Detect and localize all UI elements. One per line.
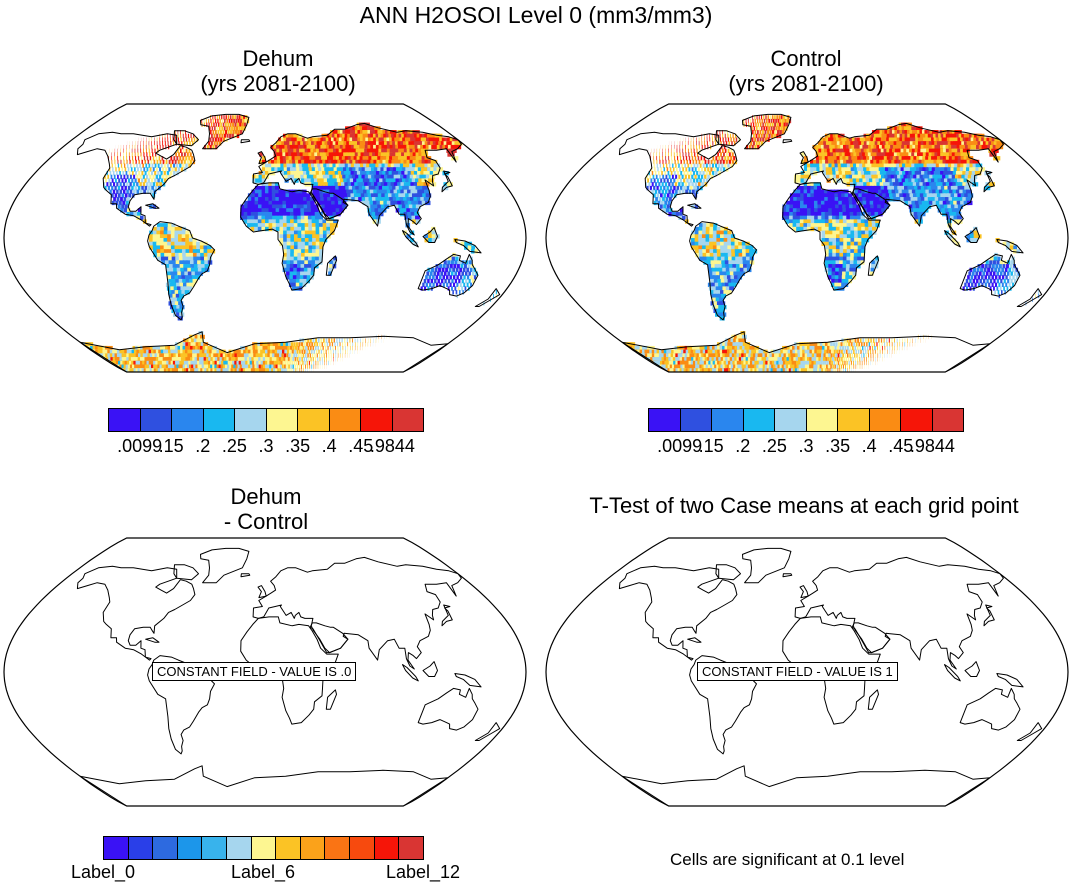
- colorbar-swatch: [177, 837, 203, 859]
- colorbar-label: .0099: [117, 436, 163, 456]
- colorbar-swatch: [266, 409, 298, 431]
- control-map: [545, 103, 1069, 373]
- colorbar-label: .45: [348, 436, 374, 456]
- control-title-line1: Control: [770, 46, 842, 71]
- colorbar-swatch: [300, 837, 326, 859]
- difference-title-line2: - Control: [223, 509, 309, 534]
- ttest-panel-title: T-Test of two Case means at each grid po…: [589, 493, 1019, 518]
- colorbar-label: .15: [158, 436, 184, 456]
- colorbar-swatch: [202, 837, 228, 859]
- difference-title-line1: Dehum: [230, 484, 302, 509]
- colorbar-swatch: [128, 837, 154, 859]
- colorbar-swatch: [203, 409, 235, 431]
- colorbar-label: .45: [888, 436, 914, 456]
- colorbar-label: .9844: [909, 436, 955, 456]
- colorbar-swatch: [172, 409, 204, 431]
- colorbar-swatch: [251, 837, 277, 859]
- colorbar-swatch: [932, 409, 963, 431]
- colorbar-label: .35: [285, 436, 311, 456]
- colorbar-swatch: [153, 837, 178, 859]
- colorbar-label: .9844: [369, 436, 415, 456]
- colorbar-label: .0099: [657, 436, 703, 456]
- difference-colorbar-labels: Label_0 Label_6 Label_12: [0, 862, 460, 882]
- colorbar-label: .25: [761, 436, 787, 456]
- colorbar-swatch: [329, 409, 361, 431]
- colorbar-swatch: [374, 837, 400, 859]
- colorbar-swatch: [235, 409, 267, 431]
- colorbar-label: .25: [221, 436, 247, 456]
- colorbar-swatch: [109, 409, 141, 431]
- colorbar-swatch: [350, 837, 375, 859]
- colorbar-swatch: [838, 409, 870, 431]
- difference-constant-field-label: CONSTANT FIELD - VALUE IS .0: [152, 662, 357, 681]
- difference-panel-title: Dehum - Control: [86, 484, 446, 534]
- colorbar-label: .2: [735, 436, 751, 456]
- colorbar-swatch: [399, 837, 423, 859]
- control-colorbar-labels: .0099.15.2.25.3.35.4.45.9844: [0, 436, 955, 456]
- control-panel-title: Control (yrs 2081-2100): [626, 46, 986, 96]
- colorbar-label: Label_0: [70, 862, 136, 882]
- colorbar-swatch: [743, 409, 775, 431]
- colorbar-swatch: [649, 409, 681, 431]
- figure-title: ANN H2OSOI Level 0 (mm3/mm3): [359, 2, 713, 28]
- colorbar-label: .15: [698, 436, 724, 456]
- colorbar-label: .2: [195, 436, 211, 456]
- colorbar-label: Label_6: [230, 862, 296, 882]
- colorbar-swatch: [325, 837, 351, 859]
- colorbar-swatch: [806, 409, 838, 431]
- dehum-map: [3, 103, 527, 373]
- colorbar-swatch: [775, 409, 807, 431]
- colorbar-swatch: [276, 837, 301, 859]
- colorbar-label: .4: [321, 436, 337, 456]
- colorbar-swatch: [361, 409, 393, 431]
- colorbar-swatch: [140, 409, 172, 431]
- dehum-colorbar-labels: .0099.15 .2 .25 .3 .35 .4 .45.9844: [0, 436, 415, 456]
- control-colorbar: [648, 408, 964, 432]
- ttest-constant-field-label: CONSTANT FIELD - VALUE IS 1: [697, 662, 898, 681]
- dehum-title-line2: (yrs 2081-2100): [200, 71, 356, 96]
- dehum-panel-title: Dehum (yrs 2081-2100): [98, 46, 458, 96]
- colorbar-swatch: [680, 409, 712, 431]
- significance-footnote: Cells are significant at 0.1 level: [670, 850, 905, 869]
- colorbar-swatch: [227, 837, 252, 859]
- ttest-map: [545, 537, 1069, 807]
- colorbar-swatch: [104, 837, 129, 859]
- colorbar-label: .35: [825, 436, 851, 456]
- control-title-line2: (yrs 2081-2100): [728, 71, 884, 96]
- colorbar-label: .4: [861, 436, 877, 456]
- colorbar-swatch: [901, 409, 933, 431]
- colorbar-label: Label_12: [385, 862, 461, 882]
- dehum-colorbar: [108, 408, 424, 432]
- colorbar-swatch: [712, 409, 744, 431]
- colorbar-label: .3: [258, 436, 274, 456]
- colorbar-swatch: [298, 409, 330, 431]
- colorbar-label: .3: [798, 436, 814, 456]
- dehum-title-line1: Dehum: [242, 46, 314, 71]
- colorbar-swatch: [392, 409, 423, 431]
- difference-map: [3, 537, 527, 807]
- difference-colorbar: [103, 836, 424, 860]
- colorbar-swatch: [869, 409, 901, 431]
